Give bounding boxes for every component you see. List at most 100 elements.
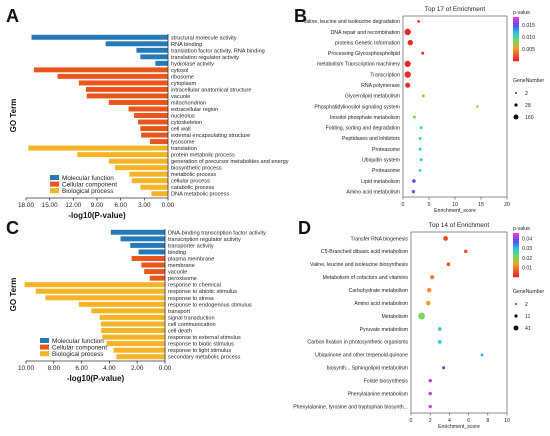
panel-a-legend-label: Cellular component [62, 181, 117, 188]
panel-d-term-label: Ubiquinone and other terpenoid-quinone [315, 353, 408, 359]
panel-b-size-legend-dot [514, 103, 518, 107]
panel-d-colorbar-tick-label: 0.04 [522, 237, 532, 243]
panel-c-x-tick-label: 2.00 [131, 365, 144, 372]
panel-d-colorbar-segment [513, 239, 519, 242]
panel-a-bar [149, 139, 168, 145]
panel-c-bar-chart: DNA-binding transcription factor activit… [9, 229, 266, 383]
panel-c-bar [144, 269, 165, 275]
panel-b-point [412, 115, 416, 119]
panel-label-b: B [294, 6, 307, 26]
panel-d-colorbar-segment [513, 269, 519, 272]
panel-a-x-tick-label: 18.00 [18, 202, 34, 209]
panel-c-legend-label: Molecular function [52, 338, 104, 345]
panel-c-legend-label: Cellular component [52, 344, 107, 351]
panel-a-bar [33, 67, 168, 73]
panel-a-bar [115, 165, 168, 171]
panel-b-x-tick-label: 15 [478, 202, 484, 208]
panel-b-term-label: Proteasome [372, 168, 400, 174]
panel-a-term-label: DNA metabolic process [171, 192, 229, 198]
panel-d-colorbar-tick-label: 0.02 [522, 256, 532, 262]
panel-b-term-label: Proteasome [372, 147, 400, 153]
panel-a-term-label: cell wall [171, 127, 191, 133]
panel-c-x-tick-label: 6.00 [75, 365, 88, 372]
panel-c-bar [102, 334, 165, 340]
panel-c-term-label: response to endogenous stimulus [168, 302, 252, 308]
panel-d-colorbar-segment [513, 235, 519, 238]
panel-c-bar [120, 236, 165, 242]
panel-a-term-label: ribosome [171, 74, 194, 80]
panel-a-bar [134, 113, 168, 118]
panel-d-point [463, 249, 468, 254]
panel-b-point [405, 82, 411, 88]
panel-d-x-tick-label: 2 [429, 418, 432, 424]
panel-c-x-axis-title: -log10(P-value) [67, 374, 125, 383]
panel-a-term-label: cytoplasm [171, 81, 197, 87]
panel-c-x-tick-label: 10.00 [18, 365, 34, 372]
panel-a-bar [108, 158, 168, 164]
panel-d-colorbar-segment [513, 243, 519, 246]
panel-b-colorbar-segment [513, 21, 519, 24]
panel-d-x-tick-label: 8 [486, 418, 489, 424]
panel-c-bar [138, 249, 165, 255]
panel-b-term-label: Processing Glycosphospholipid [328, 51, 400, 57]
panel-a-x-axis-title: -log10(P-value) [68, 211, 126, 220]
panel-b-x-tick-label: 10 [452, 202, 458, 208]
panel-c-bar [101, 328, 165, 334]
panel-d-term-label: Amino acid metabolism [354, 301, 408, 307]
panel-d-colorbar-segment [513, 259, 519, 262]
panel-a-legend-swatch [50, 188, 59, 194]
panel-c-term-label: peroxisome [168, 276, 197, 282]
panel-c-term-label: response to chemical [168, 283, 221, 289]
panel-a-bar [155, 60, 168, 66]
panel-a-term-label: structural molecule activity [171, 35, 237, 41]
panel-c-term-label: plasma membrane [168, 256, 214, 262]
panel-b-term-label: proteins Genetic Information [335, 40, 400, 46]
panel-b-colorbar-segment [513, 23, 519, 26]
panel-d-size-legend-label: 11 [525, 314, 530, 320]
panel-c-legend-swatch [40, 338, 49, 343]
panel-b-term-label: Folding, sorting and degradation [326, 126, 401, 132]
panel-b-colorbar-tick-label: 0.005 [522, 47, 535, 53]
panel-a-term-label: protein metabolic process [171, 153, 235, 159]
panel-d-point [429, 275, 435, 280]
panel-b-term-label: Glycerolipid metabolism [345, 94, 400, 100]
panel-label-c: C [6, 218, 19, 238]
panel-c-bar [110, 229, 165, 235]
panel-c-legend-swatch [40, 344, 49, 350]
panel-b-colorbar-segment [513, 49, 519, 52]
panel-c-term-label: DNA-binding transcription factor activit… [168, 230, 266, 236]
panel-c-term-label: cell communication [168, 322, 216, 328]
panel-b-size-legend-title: GeneNumber [513, 78, 544, 84]
panel-a-term-label: RNA binding [171, 42, 202, 48]
panel-c-bar [91, 308, 165, 314]
panel-c-bar [130, 242, 165, 248]
panel-d-colorbar-segment [513, 233, 519, 236]
panel-a-bar [105, 41, 168, 47]
panel-d-colorbar-segment [513, 261, 519, 264]
panel-a-x-tick-label: 12.00 [65, 202, 81, 209]
panel-d-size-legend-dot [515, 303, 517, 305]
panel-c-term-label: response to external stimulus [168, 335, 241, 341]
panel-b-term-label: Transcription [370, 72, 400, 78]
panel-a-term-label: generation of precursor metabolites and … [171, 159, 289, 165]
panel-c-y-axis-title: GO Term [9, 278, 18, 312]
panel-a-term-label: mitochondrion [171, 100, 206, 106]
panel-b-colorbar-segment [513, 31, 519, 34]
panel-b-colorbar-segment [513, 35, 519, 38]
panel-b-colorbar-tick-label: 0.010 [522, 35, 535, 41]
panel-d-point [443, 236, 448, 241]
panel-c-bar [45, 295, 165, 301]
panel-a-bar [140, 184, 168, 190]
panel-a-bar [28, 145, 169, 151]
panel-d-point [442, 366, 446, 370]
panel-d-term-label: Metabolism [381, 314, 408, 320]
panel-d-size-legend-dot [513, 325, 519, 331]
panel-d-colorbar-segment [513, 275, 519, 278]
panel-b-point [419, 126, 423, 130]
panel-a-bar [151, 191, 168, 197]
panel-d-x-tick-label: 10 [504, 418, 510, 424]
panel-d-point [426, 287, 432, 293]
panel-b-term-label: metabolism Transcription machinery [317, 62, 400, 68]
panel-b-colorbar-segment [513, 55, 519, 58]
